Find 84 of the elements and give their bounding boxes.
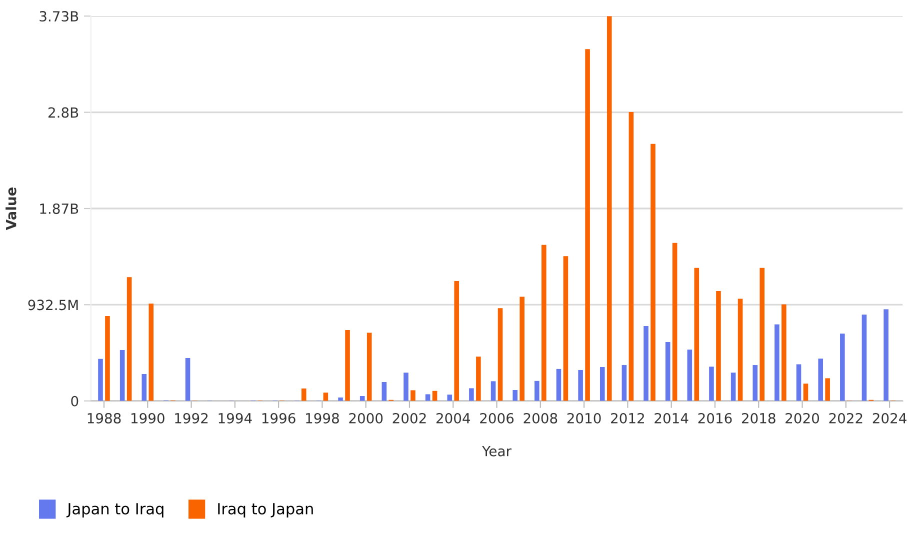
x-tick-label: 2012 bbox=[611, 412, 644, 424]
bar bbox=[825, 378, 830, 401]
bar bbox=[142, 374, 147, 401]
bar bbox=[774, 324, 780, 401]
bar bbox=[476, 356, 481, 401]
bar bbox=[382, 382, 387, 401]
bar bbox=[556, 368, 562, 401]
legend-label: Japan to Iraq bbox=[66, 503, 164, 518]
bar bbox=[512, 390, 518, 401]
bar bbox=[105, 316, 110, 401]
bar bbox=[534, 380, 540, 401]
bar bbox=[585, 49, 590, 401]
bar bbox=[498, 308, 503, 401]
x-tick-label: 1992 bbox=[175, 412, 208, 424]
legend-label: Iraq to Japan bbox=[218, 503, 313, 518]
bar bbox=[520, 296, 524, 401]
x-tick-label: 2020 bbox=[786, 412, 820, 424]
bar bbox=[687, 350, 692, 401]
bar bbox=[447, 394, 452, 401]
x-tick-label: 2018 bbox=[742, 412, 776, 424]
bar bbox=[120, 350, 125, 401]
x-tick-label: 2006 bbox=[480, 412, 514, 424]
bar bbox=[716, 291, 721, 401]
bar bbox=[490, 381, 496, 401]
x-tick-label: 2004 bbox=[436, 412, 470, 424]
x-tick-label: 2016 bbox=[698, 412, 732, 424]
bar bbox=[425, 394, 430, 401]
y-tick-label: 1.87B bbox=[40, 203, 78, 214]
bar bbox=[694, 268, 700, 401]
bar bbox=[884, 309, 888, 401]
x-tick-label: 1990 bbox=[131, 412, 164, 424]
y-tick-label: 2.8B bbox=[48, 107, 78, 118]
bar bbox=[672, 242, 678, 401]
x-tick-label: 1994 bbox=[218, 412, 252, 424]
bar bbox=[345, 330, 350, 401]
bar bbox=[469, 388, 474, 401]
bar bbox=[126, 277, 132, 401]
bar bbox=[578, 370, 583, 401]
bar bbox=[301, 388, 306, 401]
bar bbox=[665, 342, 670, 401]
x-tick-label: 2014 bbox=[654, 412, 688, 424]
bar bbox=[803, 384, 808, 401]
bar bbox=[628, 112, 634, 401]
x-tick-label: 2000 bbox=[349, 412, 383, 424]
x-tick-label: 2010 bbox=[567, 412, 601, 424]
bar bbox=[600, 366, 605, 401]
x-axis-title: Year bbox=[482, 446, 512, 456]
bar bbox=[818, 358, 823, 401]
bar bbox=[454, 281, 460, 401]
x-tick-label: 1988 bbox=[88, 412, 121, 424]
bar bbox=[338, 398, 343, 401]
bar bbox=[738, 298, 743, 401]
bar bbox=[730, 372, 736, 401]
bar bbox=[606, 16, 612, 401]
y-axis-title: Value bbox=[6, 187, 16, 230]
bar bbox=[323, 392, 328, 401]
bar bbox=[622, 365, 627, 401]
x-tick-label: 2008 bbox=[524, 412, 558, 424]
y-tick-label: 3.73B bbox=[40, 11, 78, 22]
bar bbox=[760, 268, 765, 401]
x-tick-label: 2022 bbox=[829, 412, 862, 424]
y-tick-label: 0 bbox=[71, 396, 78, 406]
bar bbox=[410, 390, 416, 401]
bar bbox=[796, 364, 802, 401]
bar bbox=[752, 365, 758, 401]
x-tick-label: 1996 bbox=[262, 412, 296, 424]
x-tick-label: 1998 bbox=[306, 412, 339, 424]
bar bbox=[782, 304, 786, 401]
x-tick-label: 2002 bbox=[392, 412, 426, 424]
bar bbox=[185, 358, 190, 401]
bar bbox=[148, 304, 154, 401]
bar bbox=[404, 372, 408, 401]
bar bbox=[542, 244, 546, 401]
bar bbox=[840, 334, 845, 401]
bar bbox=[650, 144, 656, 401]
bar bbox=[98, 358, 103, 401]
bar bbox=[360, 396, 365, 401]
bar bbox=[644, 326, 648, 401]
bar bbox=[862, 314, 867, 401]
x-tick-label: 2024 bbox=[872, 412, 906, 424]
bar bbox=[709, 366, 714, 401]
bar bbox=[563, 256, 568, 401]
bar bbox=[366, 332, 372, 401]
y-tick-label: 932.5M bbox=[28, 300, 78, 310]
